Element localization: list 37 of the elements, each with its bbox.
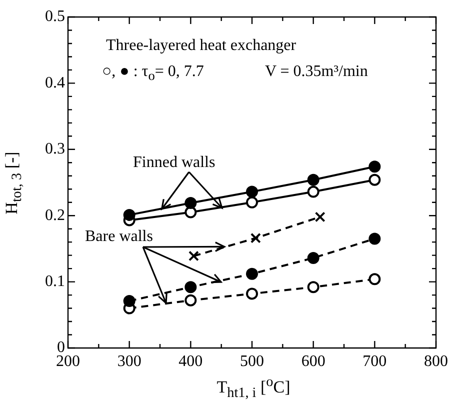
point [368,174,381,186]
point [307,174,320,186]
annotation: ○, ● : τ$_{o}$= 0, 7.7 [102,63,204,86]
annotation: Bare walls [85,228,153,246]
annotation: V = 0.35m³/min [265,63,368,81]
annotation: Three-layered heat exchanger [106,37,296,55]
y-tick-label: 0.1 [45,273,65,290]
point [184,281,197,294]
point [246,196,258,208]
point [368,232,381,245]
x-tick-label: 500 [240,352,264,370]
point [184,294,197,306]
y-tick-label: 0.3 [45,140,65,158]
point [246,186,258,198]
point [250,232,261,244]
point [314,212,326,222]
point [184,197,197,210]
x-tick-label: 400 [178,352,203,370]
point [368,273,381,286]
y-tick-label: 0.5 [45,8,65,26]
y-tick-label: 0.2 [45,206,65,224]
annotation: Finned walls [133,154,216,172]
point [307,186,320,198]
y-tick-label: 0.4 [45,74,65,92]
point [123,208,136,221]
point [188,250,199,262]
point [123,295,136,307]
point [307,252,320,264]
point [246,288,258,300]
x-tick-label: 800 [424,352,448,370]
x-tick-label: 300 [117,352,142,370]
x-tick-label: 700 [362,352,387,370]
point [307,281,320,294]
x-tick-label: 600 [301,352,326,370]
point [368,160,381,173]
point [246,268,258,280]
x-axis-title: T$_{ht1, i}$ [$^{o}$C] [216,373,292,404]
